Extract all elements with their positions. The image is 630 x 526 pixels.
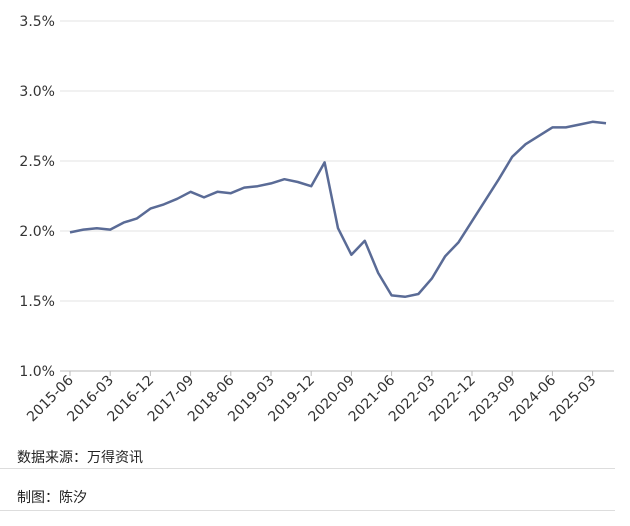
y-tick-label: 1.0%	[19, 364, 55, 380]
y-tick-label: 3.0%	[19, 84, 55, 100]
divider	[0, 510, 615, 511]
y-tick-label: 3.5%	[19, 14, 55, 30]
divider	[0, 468, 615, 469]
y-tick-label: 2.5%	[19, 154, 55, 170]
author-note: 制图：陈汐	[17, 490, 87, 506]
source-note: 数据来源：万得资讯	[17, 450, 143, 466]
data-line	[69, 120, 607, 299]
y-tick-label: 1.5%	[19, 294, 55, 310]
chart: 1.0%1.5%2.0%2.5%3.0%3.5%2015-062016-0320…	[19, 14, 614, 425]
y-tick-label: 2.0%	[19, 224, 55, 240]
